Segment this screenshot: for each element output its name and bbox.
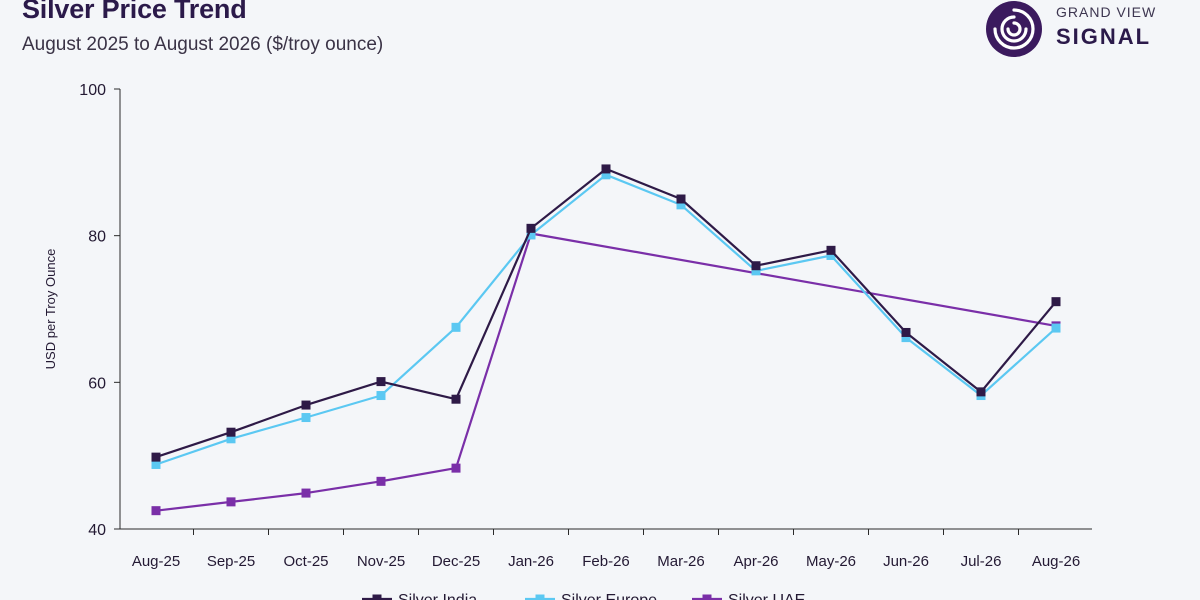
data-point-silver-india: [526, 223, 536, 233]
data-point-silver-europe: [151, 459, 161, 469]
y-tick-label: 40: [88, 522, 106, 539]
x-tick-label: Aug-26: [1032, 553, 1080, 570]
x-tick-label: Aug-25: [132, 553, 180, 570]
y-tick-label: 100: [79, 82, 106, 99]
legend-item-silver-uae: Silver UAE: [692, 592, 805, 600]
x-tick-label: Dec-25: [432, 553, 480, 570]
y-tick-label: 80: [88, 229, 106, 246]
brand-name-line1: GRAND VIEW: [1056, 4, 1157, 20]
data-point-silver-india: [601, 164, 611, 174]
x-tick-label: Jan-26: [508, 553, 554, 570]
x-tick-label: Nov-25: [357, 553, 405, 570]
legend-item-silver-india: Silver India: [362, 592, 477, 600]
legend-swatch-marker: [535, 594, 545, 600]
data-point-silver-europe: [226, 434, 236, 444]
data-point-silver-india: [376, 377, 386, 387]
chart-subtitle: August 2025 to August 2026 ($/troy ounce…: [22, 34, 384, 55]
legend-item-silver-europe: Silver Europe: [525, 592, 657, 600]
series-silver-india: [151, 164, 1061, 462]
data-point-silver-india: [826, 245, 836, 255]
data-point-silver-india: [151, 452, 161, 462]
series-silver-europe: [151, 170, 1061, 469]
data-point-silver-india: [226, 427, 236, 437]
data-point-silver-india: [451, 394, 461, 404]
brand-logo: GRAND VIEW SIGNAL: [985, 0, 1175, 58]
x-tick-label: Sep-25: [207, 553, 255, 570]
data-point-silver-europe: [301, 413, 311, 423]
x-tick-label: Feb-26: [582, 553, 630, 570]
data-point-silver-europe: [751, 266, 761, 276]
x-tick-label: Apr-26: [733, 553, 778, 570]
data-point-silver-uae: [376, 476, 386, 486]
data-point-silver-europe: [676, 200, 686, 210]
chart-title: Silver Price Trend: [22, 0, 247, 24]
legend-swatch-marker: [702, 594, 712, 600]
data-point-silver-india: [751, 261, 761, 271]
data-point-silver-europe: [451, 322, 461, 332]
x-tick-label: Jun-26: [883, 553, 929, 570]
data-point-silver-india: [676, 194, 686, 204]
data-point-silver-india: [1051, 297, 1061, 307]
series-silver-uae: [151, 228, 1061, 516]
series-line-silver-india: [155, 167, 1057, 459]
y-tick-label: 60: [88, 375, 106, 392]
brand-name-line2: SIGNAL: [1056, 24, 1152, 49]
data-point-silver-uae: [451, 463, 461, 473]
data-point-silver-europe: [826, 250, 836, 260]
data-point-silver-europe: [901, 333, 911, 343]
y-axis-title: USD per Troy Ounce: [43, 249, 58, 370]
data-point-silver-uae: [226, 497, 236, 507]
legend-label: Silver UAE: [728, 592, 805, 600]
data-point-silver-india: [901, 327, 911, 337]
x-tick-label: Jul-26: [961, 553, 1002, 570]
signal-logo-icon: [986, 1, 1042, 57]
data-point-silver-europe: [376, 391, 386, 401]
legend-label: Silver Europe: [561, 592, 657, 600]
x-tick-label: Oct-25: [283, 553, 328, 570]
legend-label: Silver India: [398, 592, 477, 600]
data-point-silver-india: [301, 400, 311, 410]
data-point-silver-europe: [601, 170, 611, 180]
data-point-silver-india: [976, 387, 986, 397]
data-point-silver-europe: [526, 230, 536, 240]
series-line-silver-europe: [155, 173, 1057, 466]
x-tick-label: Mar-26: [657, 553, 705, 570]
data-point-silver-uae: [151, 506, 161, 516]
data-point-silver-europe: [1051, 323, 1061, 333]
series-line-silver-uae: [155, 232, 1057, 512]
x-tick-label: May-26: [806, 553, 856, 570]
data-point-silver-uae: [301, 488, 311, 498]
legend-swatch-marker: [372, 594, 382, 600]
